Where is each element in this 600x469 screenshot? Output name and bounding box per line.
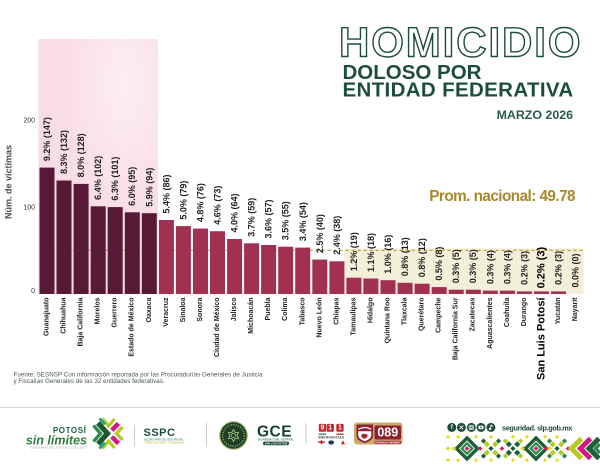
- svg-text:0.2% (3): 0.2% (3): [536, 246, 548, 288]
- svg-text:GUARDIA CIVIL ESTATAL: GUARDIA CIVIL ESTATAL: [258, 438, 295, 442]
- svg-text:SSPC: SSPC: [144, 427, 176, 439]
- svg-text:Durango: Durango: [521, 298, 528, 327]
- svg-text:sin límites: sin límites: [26, 434, 87, 448]
- svg-text:f: f: [451, 425, 454, 431]
- svg-text:Hidalgo: Hidalgo: [367, 298, 374, 324]
- svg-text:9.2% (147): 9.2% (147): [42, 117, 52, 161]
- svg-text:2.5% (40): 2.5% (40): [315, 214, 325, 253]
- svg-text:Tabasco: Tabasco: [299, 298, 306, 326]
- svg-text:5.9% (94): 5.9% (94): [144, 168, 154, 207]
- svg-text:Morelos: Morelos: [95, 297, 102, 324]
- svg-text:8.3% (132): 8.3% (132): [59, 130, 69, 174]
- svg-text:HOMICIDIO: HOMICIDIO: [339, 19, 582, 66]
- svg-text:4.8% (76): 4.8% (76): [196, 183, 206, 222]
- svg-text:8.0% (128): 8.0% (128): [76, 133, 86, 177]
- svg-text:1.1% (18): 1.1% (18): [366, 233, 376, 272]
- svg-text:Colima: Colima: [282, 297, 289, 320]
- svg-text:Sinaloa: Sinaloa: [180, 297, 187, 322]
- svg-text:Guanajuato: Guanajuato: [44, 298, 51, 337]
- svg-text:4.0% (64): 4.0% (64): [230, 193, 240, 232]
- svg-text:Nuevo León: Nuevo León: [316, 298, 323, 338]
- svg-text:GOBIERNO DEL ESTADO 2021-2027: GOBIERNO DEL ESTADO 2021-2027: [30, 446, 87, 450]
- svg-text:0.2% (3): 0.2% (3): [554, 251, 564, 285]
- svg-text:3.5% (55): 3.5% (55): [281, 201, 291, 240]
- svg-text:5.4% (86): 5.4% (86): [161, 174, 171, 213]
- svg-text:EMERGENCIAS: EMERGENCIAS: [318, 435, 344, 439]
- svg-text:0.3% (4): 0.3% (4): [485, 250, 495, 284]
- svg-text:Quintana Roo: Quintana Roo: [385, 298, 392, 344]
- svg-text:Chihuahua: Chihuahua: [61, 297, 68, 333]
- svg-text:Sonora: Sonora: [197, 297, 204, 321]
- svg-text:Estado de México: Estado de México: [129, 298, 136, 357]
- svg-text:Tlaxcala: Tlaxcala: [402, 297, 409, 325]
- svg-text:SAN LUIS POTOSÍ: SAN LUIS POTOSÍ: [265, 440, 288, 445]
- svg-text:3.7% (59): 3.7% (59): [247, 198, 257, 237]
- svg-text:Prom. nacional: 49.78: Prom. nacional: 49.78: [429, 188, 576, 205]
- svg-text:Oaxaca: Oaxaca: [146, 297, 153, 322]
- svg-text:Guerrero: Guerrero: [112, 298, 119, 328]
- svg-text:Querétaro: Querétaro: [419, 298, 426, 331]
- svg-text:MARZO 2026: MARZO 2026: [497, 108, 574, 122]
- svg-text:089: 089: [377, 426, 398, 440]
- svg-text:Zacatecas: Zacatecas: [470, 297, 477, 331]
- svg-text:200: 200: [23, 118, 35, 125]
- svg-text:0.3% (5): 0.3% (5): [468, 249, 478, 283]
- svg-text:0.8% (13): 0.8% (13): [400, 237, 410, 276]
- svg-text:Yucatán: Yucatán: [555, 298, 562, 325]
- svg-text:9: 9: [320, 425, 324, 432]
- svg-text:Fuente: SESNSP Con información: Fuente: SESNSP Con información reportada…: [14, 372, 264, 379]
- svg-text:3.6% (57): 3.6% (57): [264, 199, 274, 238]
- svg-text:Baja California: Baja California: [78, 297, 85, 346]
- svg-text:y Fiscalías Generales de las: y Fiscalías Generales de las 32 entidade…: [14, 378, 165, 385]
- svg-text:seguridad. slp.gob.mx: seguridad. slp.gob.mx: [502, 423, 572, 432]
- svg-text:6.4% (102): 6.4% (102): [93, 156, 103, 200]
- svg-text:Veracruz: Veracruz: [163, 297, 170, 327]
- svg-text:0.2% (3): 0.2% (3): [519, 251, 529, 285]
- svg-text:0.3% (5): 0.3% (5): [451, 249, 461, 283]
- svg-text:3.4% (54): 3.4% (54): [298, 202, 308, 241]
- svg-text:Aguascalientes: Aguascalientes: [487, 297, 494, 348]
- svg-text:Nayarit: Nayarit: [572, 297, 579, 321]
- svg-text:1.0% (16): 1.0% (16): [383, 235, 393, 274]
- svg-text:4.6% (73): 4.6% (73): [213, 186, 223, 225]
- svg-text:5.0% (79): 5.0% (79): [178, 181, 188, 220]
- svg-text:Ciudad de México: Ciudad de México: [214, 298, 221, 358]
- svg-text:Campeche: Campeche: [436, 297, 443, 333]
- svg-text:Michoacán: Michoacán: [248, 298, 255, 334]
- svg-text:100: 100: [23, 205, 35, 212]
- svg-text:Coahuila: Coahuila: [504, 297, 511, 327]
- svg-text:Tamaulipas: Tamaulipas: [350, 297, 357, 335]
- svg-text:1: 1: [338, 425, 342, 432]
- svg-text:2.4% (38): 2.4% (38): [332, 216, 342, 255]
- svg-text:SECRETARÍA DE SEGURIDAD: SECRETARÍA DE SEGURIDAD: [144, 438, 184, 442]
- svg-text:Baja California Sur: Baja California Sur: [453, 297, 460, 360]
- svg-text:0.8% (12): 0.8% (12): [417, 238, 427, 277]
- svg-text:Núm. de víctimas: Núm. de víctimas: [4, 145, 14, 219]
- svg-text:0.0% (0): 0.0% (0): [571, 253, 581, 287]
- svg-text:DOLOSO POR: DOLOSO POR: [343, 61, 482, 84]
- svg-text:ENTIDAD FEDERATIVA: ENTIDAD FEDERATIVA: [343, 79, 574, 102]
- svg-text:1: 1: [328, 425, 332, 432]
- svg-text:1.2% (19): 1.2% (19): [349, 232, 359, 271]
- svg-text:0.3% (4): 0.3% (4): [502, 250, 512, 284]
- svg-text:6.0% (95): 6.0% (95): [127, 167, 137, 206]
- svg-text:Chiapas: Chiapas: [333, 297, 340, 324]
- svg-text:Puebla: Puebla: [265, 297, 272, 320]
- svg-text:0: 0: [31, 288, 35, 295]
- svg-text:DENUNCIA ANÓNIMA: DENUNCIA ANÓNIMA: [376, 441, 401, 444]
- svg-text:Jalisco: Jalisco: [231, 298, 238, 322]
- svg-text:Y PROTECCIÓN Y CIUDADANA: Y PROTECCIÓN Y CIUDADANA: [144, 440, 185, 445]
- svg-text:0.5% (8): 0.5% (8): [434, 247, 444, 281]
- svg-text:6.3% (101): 6.3% (101): [110, 157, 120, 201]
- svg-text:POTOSÍ: POTOSÍ: [53, 426, 87, 435]
- svg-text:San Luis Potosí: San Luis Potosí: [536, 297, 548, 380]
- svg-text:GCE: GCE: [257, 424, 292, 441]
